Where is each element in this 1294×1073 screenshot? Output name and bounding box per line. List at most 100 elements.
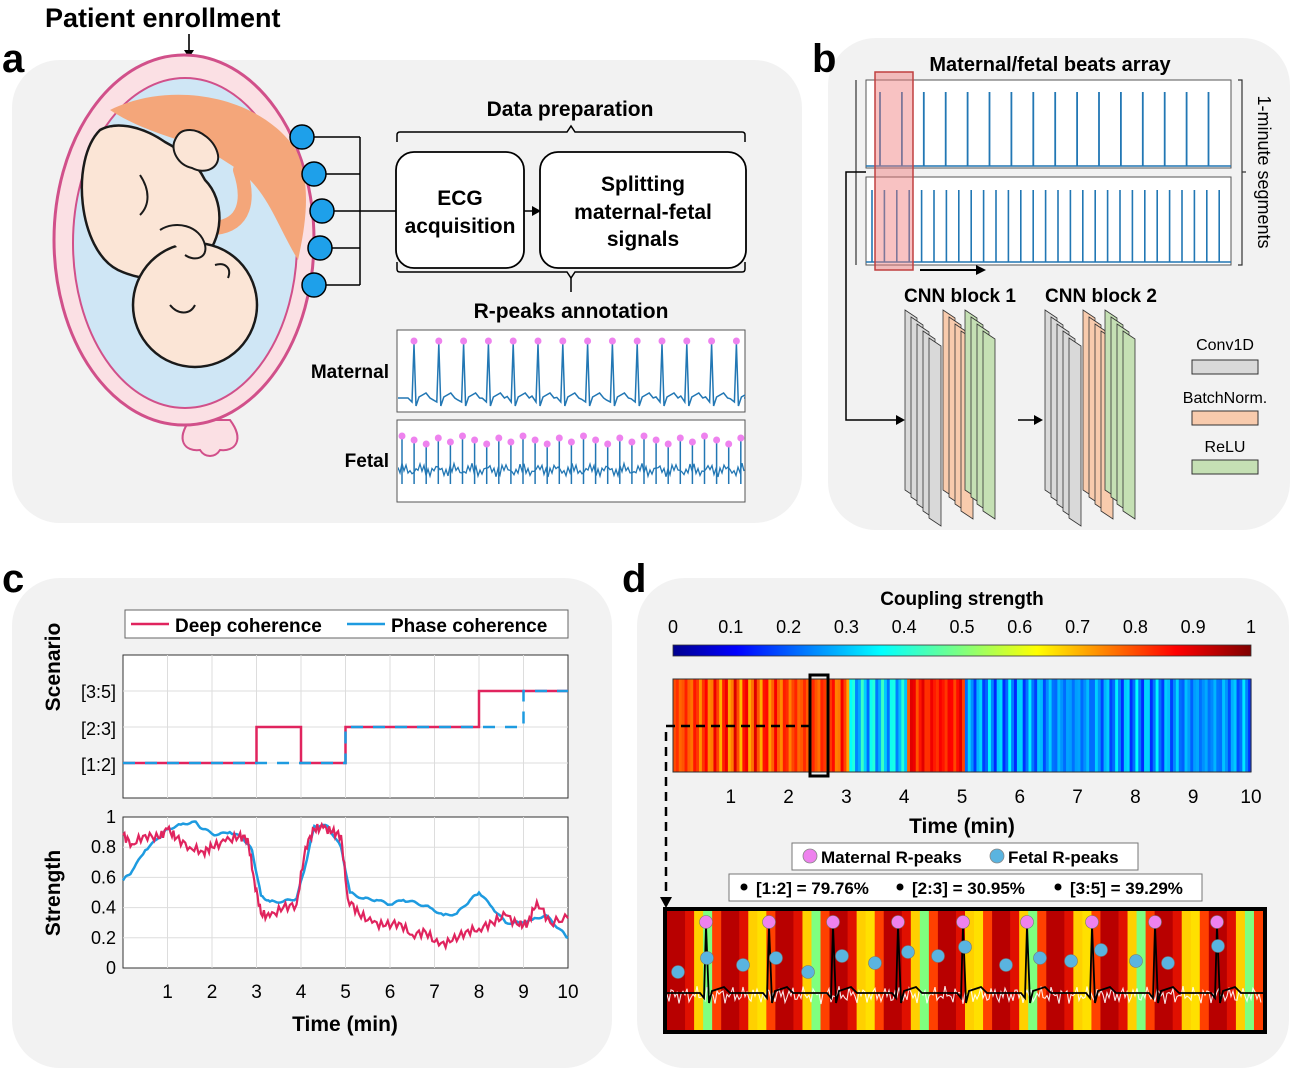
heatmap-cell — [1005, 679, 1009, 772]
heatmap-cell — [1115, 679, 1119, 772]
zoom-raw-signal — [666, 986, 1262, 1005]
panel-c-xlabel: Time (min) — [292, 1013, 398, 1036]
heatmap-cell — [1042, 679, 1047, 772]
maternal-rpeak-dot — [509, 337, 517, 345]
maternal-rpeak-dot — [460, 337, 468, 345]
panel-d-xtick-label: 9 — [1188, 787, 1199, 808]
zoom-maternal-peak — [1210, 915, 1224, 929]
heatmap-cell — [1181, 679, 1186, 772]
colorbar-tick-label: 1 — [1246, 617, 1256, 637]
zoom-heatmap-band — [883, 911, 894, 1030]
zoom-heatmap-band — [793, 911, 804, 1030]
maternal-rpeak-dot — [658, 337, 666, 345]
heatmap-cell — [924, 679, 928, 772]
scenario-tick-3-5: [3:5] — [81, 682, 116, 702]
fetal-rpeak-dot — [592, 436, 600, 444]
heatmap-cell — [1227, 679, 1232, 772]
zoom-heatmap-band — [730, 911, 740, 1030]
heatmap-cell — [930, 679, 934, 772]
zoom-heatmap-band — [820, 911, 831, 1030]
heatmap-cell — [1048, 679, 1053, 772]
zoomed-view-frame — [663, 907, 1267, 1034]
zoom-fetal-peak — [999, 958, 1013, 972]
heatmap-cell — [1204, 679, 1209, 772]
cnn-layer-sheet — [1122, 330, 1136, 520]
heatmap-cell — [736, 679, 741, 772]
maternal-ecg-trace — [398, 337, 745, 407]
fetal-rpeak-dot — [737, 434, 745, 442]
heatmap-cell — [953, 679, 957, 772]
heatmap-cell — [1083, 679, 1087, 772]
fetal-rpeak-dot — [434, 434, 442, 442]
zoom-fetal-peak — [1129, 954, 1143, 968]
heatmap-cell — [1089, 679, 1093, 772]
heatmap-cell — [892, 679, 897, 772]
legend-fetal-rpeaks: Fetal R-peaks — [1008, 848, 1119, 867]
panel-d-letter: d — [622, 557, 646, 601]
colorbar-ticks: 0 0.1 0.2 0.3 0.4 0.5 0.6 0.7 0.8 0.9 1 — [668, 617, 1256, 637]
heatmap-cell — [1066, 679, 1070, 772]
zoom-heatmap-band — [775, 911, 785, 1030]
heatmap-cell — [872, 679, 876, 772]
beats-array-title: Maternal/fetal beats array — [929, 54, 1171, 76]
heatmap-cell — [1019, 679, 1024, 772]
heatmap-cell — [1170, 679, 1174, 772]
cnn-block-2 — [1044, 309, 1136, 527]
zoom-heatmap-band — [1055, 911, 1065, 1030]
sliding-window — [874, 71, 914, 271]
heatmap-cell — [1094, 679, 1099, 772]
zoom-heatmap-band — [748, 911, 758, 1030]
one-minute-segments-label: 1-minute segments — [1254, 95, 1274, 248]
zoom-heatmap-band — [1163, 911, 1174, 1030]
zoom-fetal-peak — [801, 965, 815, 979]
heatmap-cell — [1193, 679, 1197, 772]
heatmap-cell — [1138, 679, 1142, 772]
zoom-heatmap-band — [992, 911, 1002, 1030]
zoom-heatmap-band — [694, 911, 704, 1030]
zoom-heatmap-band — [865, 911, 876, 1030]
heatmap-cell — [1187, 679, 1191, 772]
zoom-heatmap-band — [1028, 911, 1038, 1030]
maternal-rpeak-dot — [559, 337, 567, 345]
fetal-rpeak-dot — [446, 438, 454, 446]
scenario-phase-line — [123, 689, 568, 765]
panel-c-xtick-label: 5 — [340, 982, 351, 1003]
heatmap-cell — [993, 679, 998, 772]
zoom-heatmap-band — [1145, 911, 1156, 1030]
legend-batchnorm-label: BatchNorm. — [1183, 390, 1267, 407]
zoom-maternal-peak — [891, 915, 905, 929]
fetal-rpeak-dot — [676, 434, 684, 442]
heatmap-cell — [707, 679, 712, 772]
zoom-fetal-peak — [835, 949, 849, 963]
cnn-block-1-label: CNN block 1 — [904, 286, 1016, 307]
colorbar-tick-label: 0.2 — [776, 617, 801, 637]
heatmap-cell — [722, 679, 726, 772]
panel-c: c Deep coherence Phase coherence Scenari… — [2, 557, 612, 1068]
heatmap-cell — [823, 679, 827, 772]
legend-conv1d-swatch — [1191, 359, 1259, 375]
panel-c-xtick-label: 10 — [557, 982, 578, 1003]
heatmap-cell — [1106, 679, 1110, 772]
colorbar-tick-label: 0 — [668, 617, 678, 637]
zoom-heatmap-band — [910, 911, 921, 1030]
panel-c-letter: c — [2, 557, 24, 601]
heatmap-cell — [1051, 679, 1056, 772]
zoom-heatmap-band — [955, 911, 966, 1030]
fetal-ecg-trace — [398, 432, 745, 484]
heatmap-cell — [811, 679, 816, 772]
panel-d: d Coupling strength 0 0.1 0.2 0.3 0.4 0.5 0.6 0… — [622, 557, 1289, 1068]
heatmap-cell — [1219, 679, 1223, 772]
heatmap-cell — [1152, 679, 1157, 772]
zoom-maternal-peak — [762, 915, 776, 929]
splitting-box: Splitting maternal-fetal signals — [539, 151, 747, 269]
heatmap-cell — [840, 679, 845, 772]
zoom-heatmap-band — [784, 911, 795, 1030]
zoom-heatmap-band — [1118, 911, 1129, 1030]
zoom-fetal-peak — [700, 951, 714, 965]
heatmap-cell — [935, 679, 940, 772]
heatmap-cell — [857, 679, 862, 772]
heatmap-cell — [1190, 679, 1194, 772]
maternal-beats — [866, 92, 1231, 167]
heatmap-cell — [733, 679, 738, 772]
maternal-label: Maternal — [311, 362, 389, 383]
